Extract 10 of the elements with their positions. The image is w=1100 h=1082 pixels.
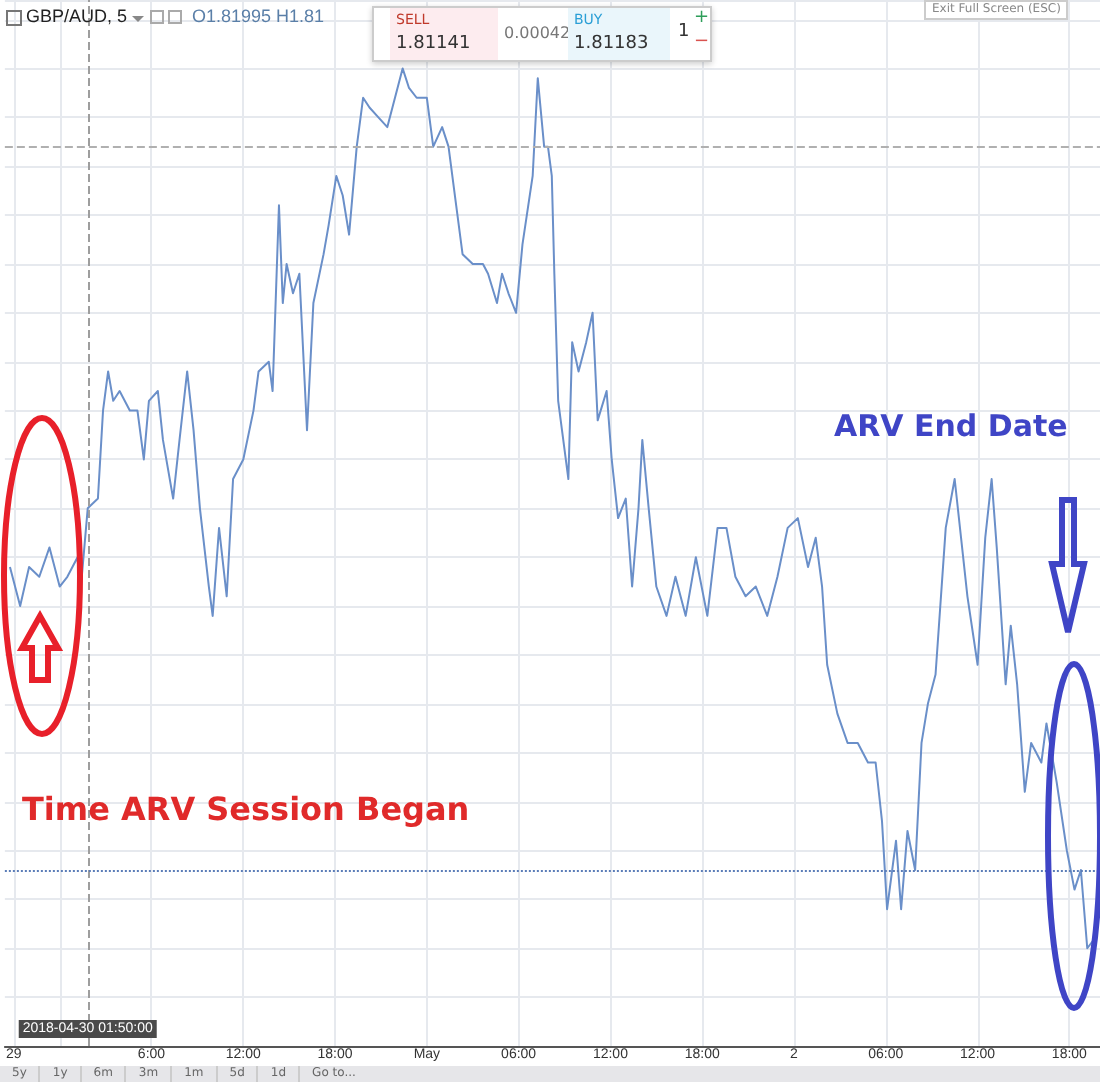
text: 1.81141 [396, 34, 471, 54]
text: − [694, 32, 710, 52]
text: 1 [678, 22, 690, 42]
text: 0.00042 [504, 24, 571, 42]
annotation: Time ARV Session Began [22, 790, 470, 828]
chart-title: GBP/AUD, 5 [26, 6, 128, 26]
text: + [694, 8, 710, 28]
text: O1.81995 H1.81 [192, 6, 325, 26]
text: 1.81183 [574, 34, 649, 54]
annotation: ARV End Date [834, 408, 1068, 444]
